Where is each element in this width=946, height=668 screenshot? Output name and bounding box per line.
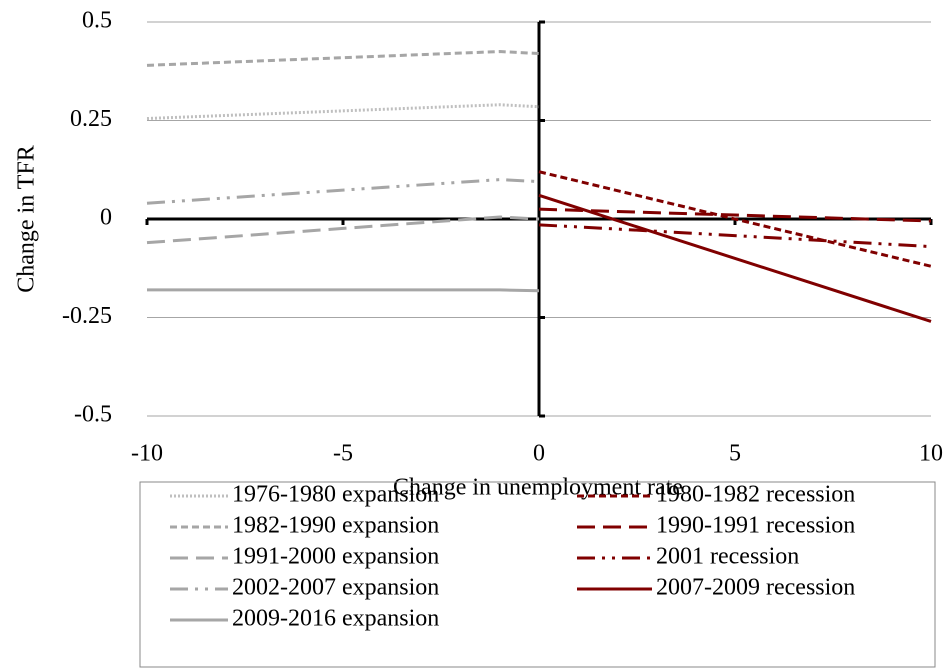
legend-box	[139, 481, 936, 668]
series-line	[146, 103, 540, 121]
legend-label: 1980-1982 recession	[656, 482, 855, 508]
legend-label: 1982-1990 expansion	[232, 513, 439, 539]
series-line	[146, 215, 540, 245]
y-tick-label: 0.5	[82, 8, 112, 34]
series-line	[146, 178, 540, 205]
y-axis-label: Change in TFR	[14, 145, 40, 293]
x-tick-label: -10	[131, 441, 163, 467]
x-tick-label: 10	[919, 441, 943, 467]
series-line	[538, 207, 932, 223]
x-tick-label: -5	[333, 441, 353, 467]
legend-label: 2001 recession	[656, 544, 799, 570]
series-line	[146, 50, 540, 67]
x-tick-label: 5	[729, 441, 741, 467]
y-tick-label: 0	[100, 205, 112, 231]
legend-label: 2009-2016 expansion	[232, 606, 439, 632]
legend-label: 1990-1991 recession	[656, 513, 855, 539]
legend-label: 1976-1980 expansion	[232, 482, 439, 508]
series-line	[147, 288, 540, 293]
x-tick-label: 0	[533, 441, 545, 467]
y-tick-label: -0.5	[74, 402, 112, 428]
y-tick-label: -0.25	[62, 303, 112, 329]
y-tick-label: 0.25	[70, 106, 112, 132]
series-line	[538, 193, 932, 323]
series-line	[538, 223, 932, 249]
legend-label: 2002-2007 expansion	[232, 575, 439, 601]
legend-label: 2007-2009 recession	[656, 575, 855, 601]
legend-label: 1991-2000 expansion	[232, 544, 439, 570]
series-line	[538, 170, 932, 268]
